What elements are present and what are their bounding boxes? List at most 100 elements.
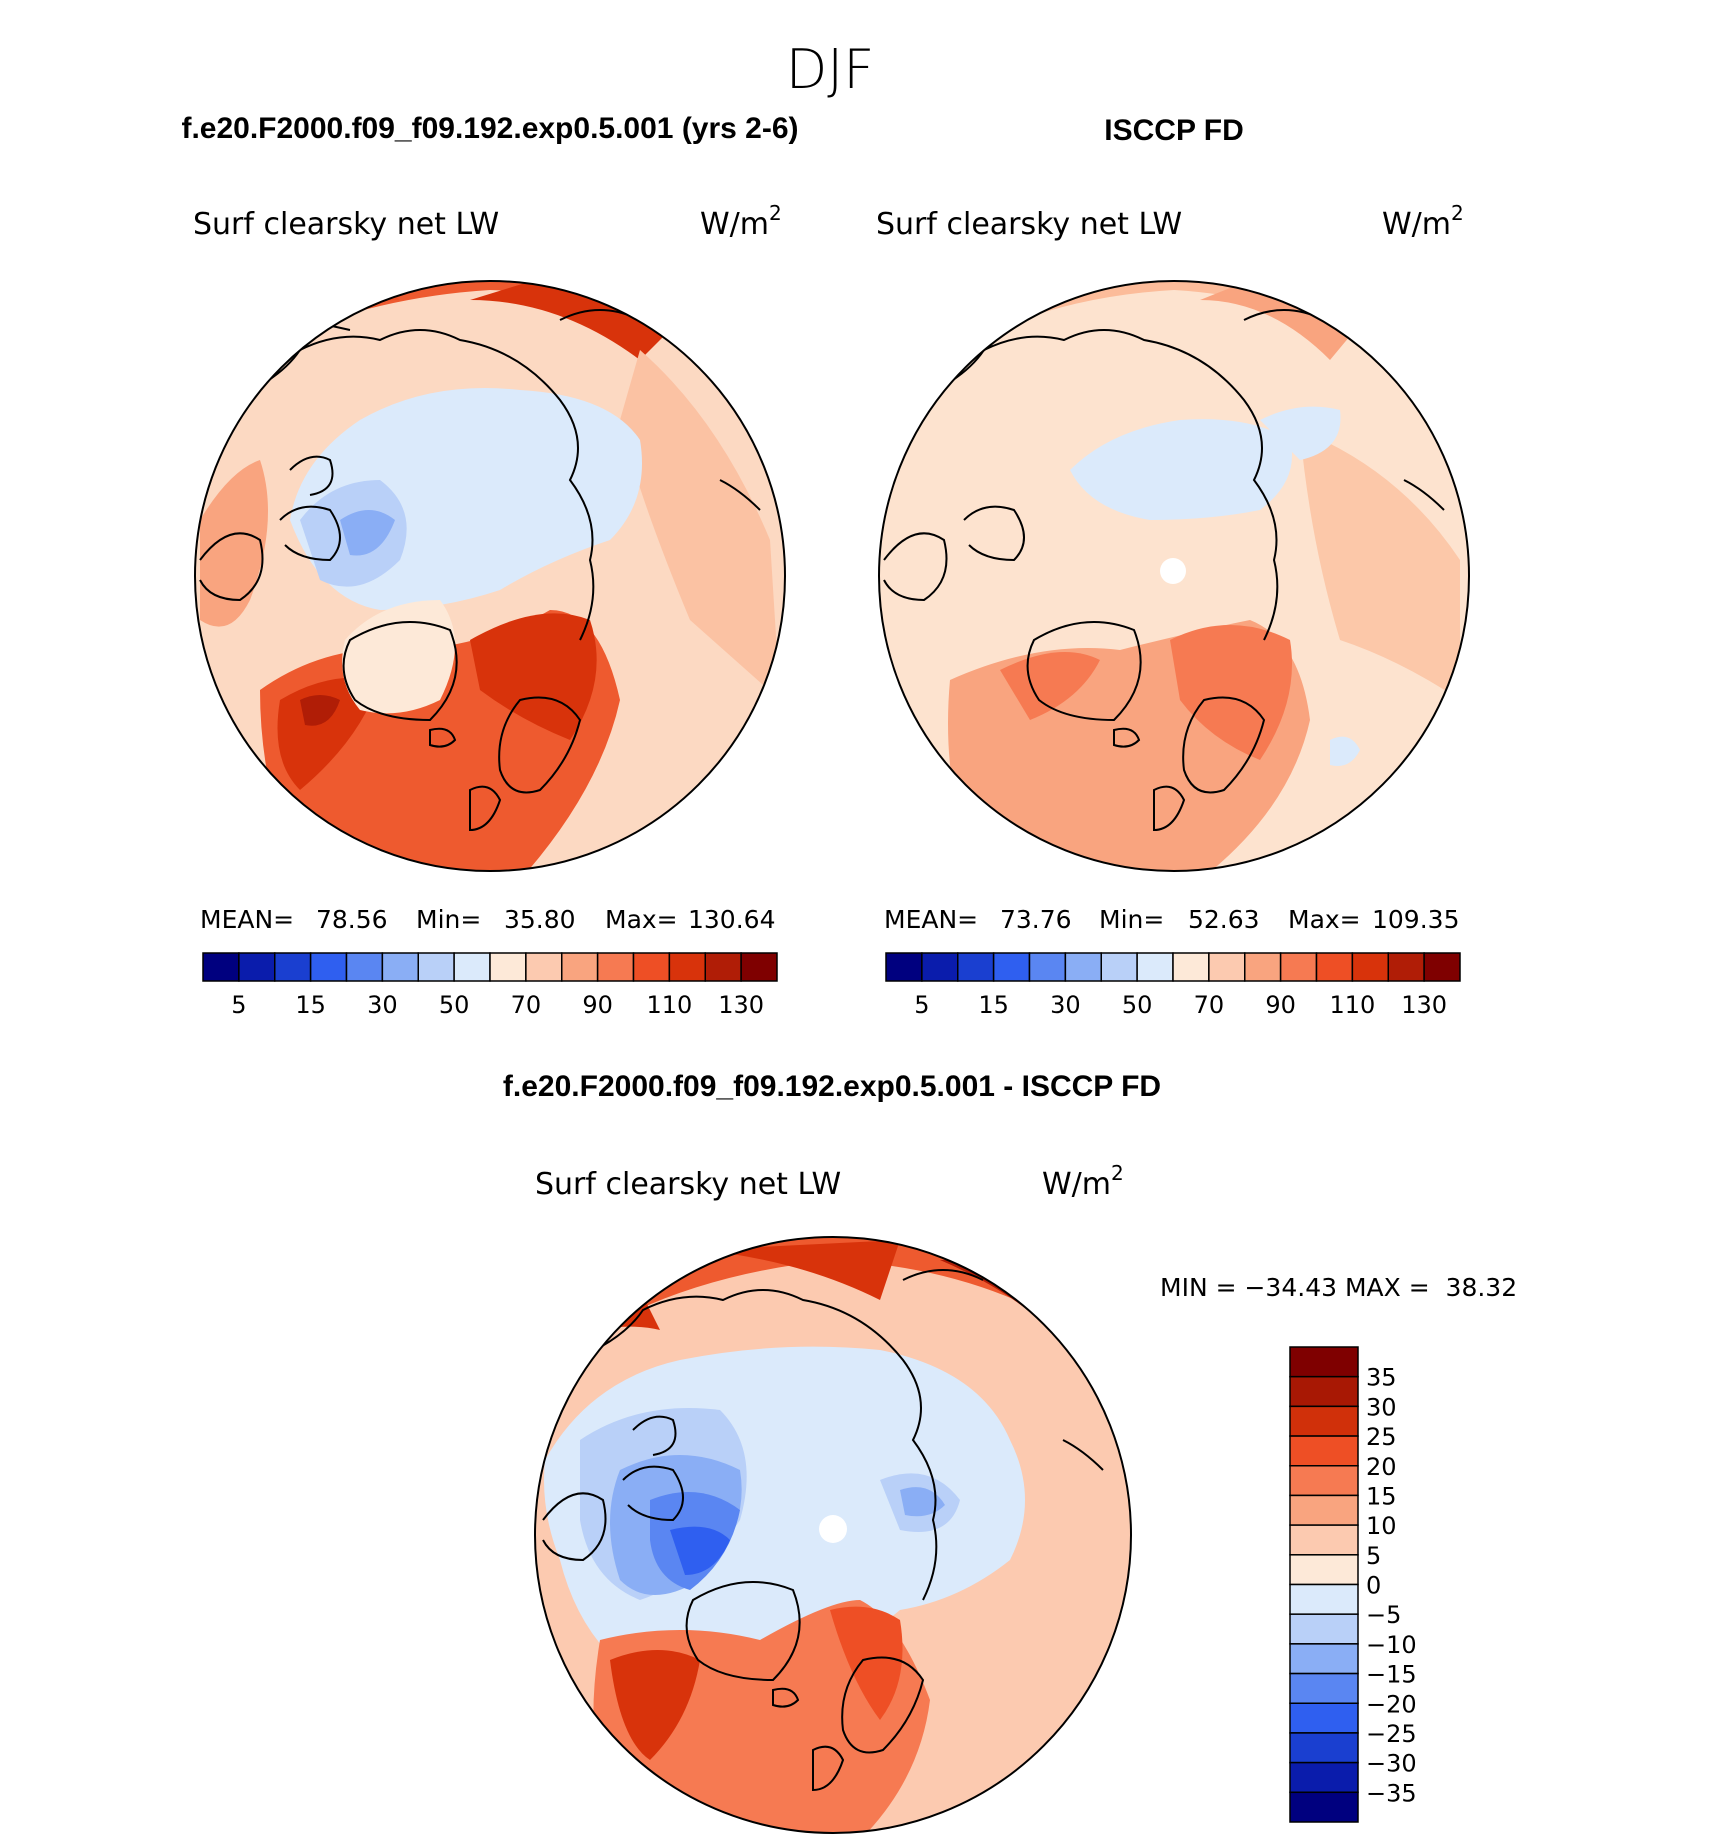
colorbar-diff-swatch <box>1289 1643 1359 1675</box>
colorbar-model-swatch <box>417 952 455 982</box>
colorbar-model-swatch <box>453 952 491 982</box>
colorbar-diff-swatch <box>1289 1702 1359 1734</box>
colorbar-model-swatch <box>238 952 276 982</box>
colorbar-model-tick-label: 30 <box>367 991 398 1019</box>
colorbar-obs-swatch <box>885 952 923 982</box>
colorbar-model-tick-label: 110 <box>646 991 692 1019</box>
panel-diff-units: W/m2 <box>1042 1161 1124 1202</box>
colorbar-diff-swatch <box>1289 1761 1359 1794</box>
colorbar-obs-tick-label: 70 <box>1194 991 1225 1019</box>
colorbar-model-swatch <box>274 952 312 982</box>
colorbar-model-swatch <box>381 952 419 982</box>
colorbar-obs: 5 15 30 50 70 90 110 130 <box>885 952 1461 1019</box>
colorbar-obs-tick-label: 15 <box>978 991 1009 1019</box>
colorbar-obs-swatch <box>1028 952 1067 982</box>
colorbar-diff-swatch <box>1289 1524 1359 1556</box>
panel-model-units: W/m2 <box>700 201 782 242</box>
panel-obs-units: W/m2 <box>1382 201 1464 242</box>
colorbar-obs-tick-label: 130 <box>1401 991 1447 1019</box>
colorbar-obs-swatch <box>1423 952 1461 982</box>
colorbar-model: 5 15 30 50 70 90 110 130 <box>202 952 778 1019</box>
colorbar-model-tick-label: 5 <box>231 991 246 1019</box>
colorbar-model-swatch <box>740 952 778 982</box>
panel-obs-min: 52.63 <box>1188 905 1260 934</box>
colorbar-diff-swatch <box>1289 1672 1359 1704</box>
colorbar-obs-tick-label: 5 <box>914 991 929 1019</box>
colorbar-diff-tick-label: −30 <box>1366 1750 1417 1778</box>
colorbar-diff-tick-label: −10 <box>1366 1631 1417 1659</box>
colorbar-obs-swatch <box>992 952 1031 982</box>
colorbar-model-swatch <box>525 952 563 982</box>
panel-obs-mean-label: MEAN= <box>884 905 978 934</box>
panel-obs-max: 109.35 <box>1372 905 1459 934</box>
colorbar-diff-tick-label: −25 <box>1366 1720 1417 1748</box>
colorbar-obs-swatch <box>957 952 995 982</box>
colorbar-model-swatch <box>202 952 240 982</box>
panel-obs-variable: Surf clearsky net LW <box>876 207 1182 242</box>
colorbar-model-tick-label: 15 <box>295 991 326 1019</box>
colorbar-diff-swatch <box>1289 1465 1359 1497</box>
colorbar-obs-swatch <box>1136 952 1174 982</box>
colorbar-diff-tick-label: −5 <box>1366 1601 1401 1629</box>
colorbar-diff-tick-label: 5 <box>1366 1542 1381 1570</box>
colorbar-diff-swatch <box>1289 1494 1359 1526</box>
panel-obs-mean: 73.76 <box>1000 905 1072 934</box>
colorbar-diff-swatch <box>1289 1435 1359 1467</box>
panel-model-max: 130.64 <box>688 905 775 934</box>
colorbar-obs-swatch <box>1387 952 1425 982</box>
colorbar-diff-swatch <box>1289 1405 1359 1437</box>
panel-model-min: 35.80 <box>504 905 576 934</box>
colorbar-model-swatch <box>489 952 527 982</box>
panel-model-variable: Surf clearsky net LW <box>193 207 499 242</box>
map-diff <box>534 1236 1132 1834</box>
panel-model-title: f.e20.F2000.f09_f09.192.exp0.5.001 (yrs … <box>181 112 798 145</box>
colorbar-obs-swatch <box>1351 952 1389 982</box>
panel-diff-variable: Surf clearsky net LW <box>535 1167 841 1202</box>
colorbar-model-tick-label: 130 <box>718 991 764 1019</box>
colorbar-diff-tick-label: 20 <box>1366 1453 1397 1481</box>
colorbar-model-swatch <box>345 952 384 982</box>
colorbar-obs-swatch <box>1208 952 1246 982</box>
panel-model: f.e20.F2000.f09_f09.192.exp0.5.001 (yrs … <box>181 112 798 1019</box>
colorbar-obs-swatch <box>1172 952 1210 982</box>
colorbar-diff-swatch <box>1289 1613 1359 1645</box>
colorbar-obs-swatch <box>921 952 959 982</box>
panel-obs-min-label: Min= <box>1099 905 1164 934</box>
colorbar-diff-swatch <box>1289 1583 1359 1615</box>
colorbar-obs-tick-label: 90 <box>1265 991 1296 1019</box>
colorbar-model-swatch <box>561 952 599 982</box>
panel-obs: ISCCP FD Surf clearsky net LW W/m2 <box>876 114 1470 1019</box>
panel-diff: f.e20.F2000.f09_f09.192.exp0.5.001 - ISC… <box>503 1070 1517 1834</box>
colorbar-diff-tick-label: 25 <box>1366 1423 1397 1451</box>
colorbar-model-tick-label: 70 <box>511 991 542 1019</box>
colorbar-diff-tick-label: −20 <box>1366 1690 1417 1718</box>
map-obs <box>878 280 1470 872</box>
colorbar-model-swatch <box>632 952 671 982</box>
colorbar-obs-tick-label: 110 <box>1329 991 1375 1019</box>
colorbar-diff-swatch <box>1289 1791 1359 1823</box>
map-model <box>194 280 786 872</box>
colorbar-model-swatch <box>309 952 348 982</box>
colorbar-diff-tick-label: 0 <box>1366 1572 1381 1600</box>
colorbar-model-swatch <box>668 952 706 982</box>
colorbar-diff-tick-label: −35 <box>1366 1779 1417 1807</box>
colorbar-diff-tick-label: 10 <box>1366 1512 1397 1540</box>
colorbar-obs-swatch <box>1279 952 1318 982</box>
colorbar-obs-swatch <box>1244 952 1282 982</box>
panel-model-min-label: Min= <box>416 905 481 934</box>
colorbar-obs-swatch <box>1315 952 1354 982</box>
colorbar-diff-tick-label: −15 <box>1366 1661 1417 1689</box>
colorbar-diff-swatch <box>1289 1375 1359 1408</box>
colorbar-diff-tick-label: 35 <box>1366 1364 1397 1392</box>
colorbar-obs-swatch <box>1100 952 1138 982</box>
colorbar-diff-swatch <box>1289 1554 1359 1586</box>
colorbar-obs-tick-label: 50 <box>1122 991 1153 1019</box>
panel-obs-title: ISCCP FD <box>1104 114 1243 147</box>
colorbar-diff-swatch <box>1289 1346 1359 1378</box>
panel-diff-title: f.e20.F2000.f09_f09.192.exp0.5.001 - ISC… <box>503 1070 1161 1103</box>
panel-model-mean-label: MEAN= <box>200 905 294 934</box>
colorbar-model-tick-label: 50 <box>439 991 470 1019</box>
